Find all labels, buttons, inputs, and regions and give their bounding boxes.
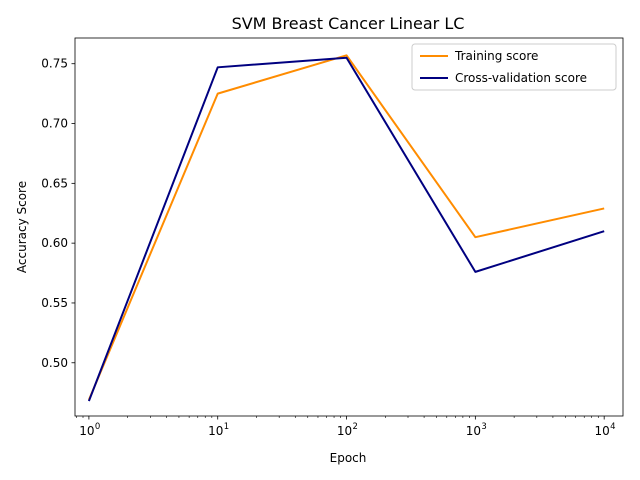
y-axis-ticks: 0.50 0.55 0.60 0.65 0.70 0.75 — [41, 57, 75, 370]
x-tick-exponent: 0 — [95, 422, 100, 432]
series-layer — [87, 54, 605, 402]
y-tick-label: 0.60 — [41, 236, 68, 250]
x-tick-label: 10 — [208, 424, 223, 438]
y-tick-label: 0.65 — [41, 176, 68, 190]
legend-label-cross-validation: Cross-validation score — [455, 71, 587, 85]
x-tick-label: 10 — [337, 424, 352, 438]
legend: Training score Cross-validation score — [411, 43, 617, 91]
x-tick-exponent: 1 — [224, 422, 229, 432]
x-tick-exponent: 4 — [610, 422, 615, 432]
y-tick-label: 0.75 — [41, 57, 68, 71]
x-axis-ticks: 10 0 10 1 10 2 10 3 10 4 — [76, 416, 616, 438]
x-tick-label: 10 — [79, 424, 94, 438]
legend-box — [411, 43, 617, 91]
x-tick-label: 10 — [595, 424, 610, 438]
y-tick-label: 0.55 — [41, 296, 68, 310]
legend-label-training: Training score — [454, 49, 538, 63]
y-axis-label: Accuracy Score — [15, 181, 29, 273]
plot-area — [74, 37, 624, 417]
y-tick-label: 0.50 — [41, 356, 68, 370]
x-axis-label: Epoch — [330, 451, 367, 465]
x-tick-exponent: 3 — [481, 422, 486, 432]
axes-frame — [74, 37, 624, 417]
x-tick-label: 10 — [466, 424, 481, 438]
y-tick-label: 0.70 — [41, 117, 68, 131]
x-tick-exponent: 2 — [353, 422, 358, 432]
chart-title: SVM Breast Cancer Linear LC — [232, 14, 465, 33]
